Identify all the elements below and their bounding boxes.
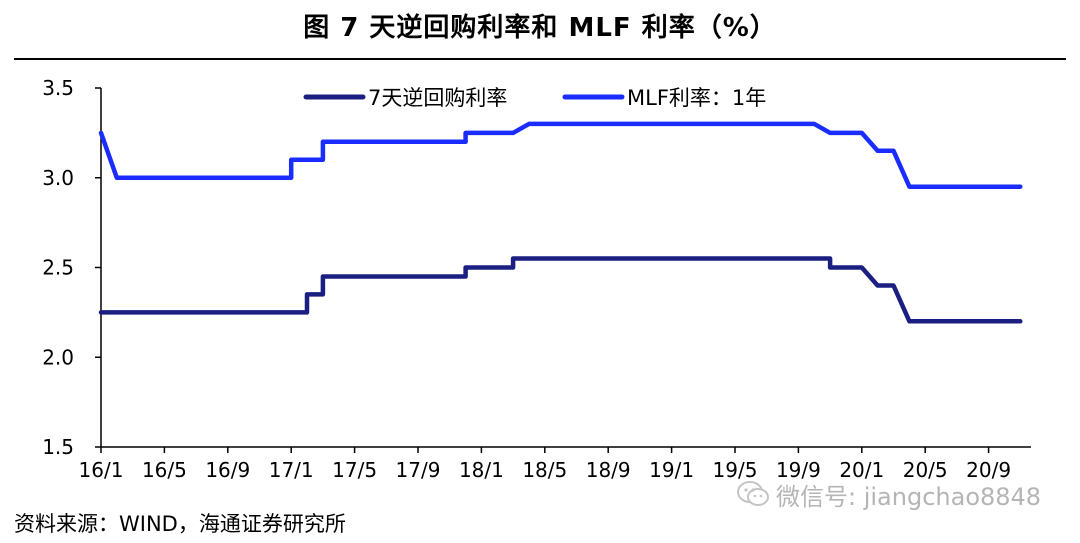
x-tick-label: 19/1 [649, 458, 694, 482]
chart-title: 图 7 天逆回购利率和 MLF 利率（%） [303, 13, 777, 43]
x-tick-label: 20/9 [966, 458, 1011, 482]
y-tick-label: 2.5 [42, 256, 74, 280]
x-tick-label: 19/9 [776, 458, 821, 482]
x-tick-label: 17/5 [332, 458, 377, 482]
x-tick-label: 18/5 [522, 458, 567, 482]
title-divider [14, 58, 1066, 60]
y-tick-label: 2.0 [42, 345, 74, 369]
x-tick-label: 17/9 [396, 458, 441, 482]
x-tick-label: 18/9 [586, 458, 631, 482]
series-line-2 [98, 121, 1023, 189]
y-tick-label: 3.5 [42, 76, 74, 100]
series-lines [98, 121, 1023, 324]
x-tick-label: 18/1 [459, 458, 504, 482]
watermark-text: 微信号: jiangchao8848 [776, 482, 1042, 511]
watermark: 微信号: jiangchao8848 [736, 474, 1041, 514]
x-tick-label: 20/1 [839, 458, 884, 482]
y-tick-label: 1.5 [42, 435, 74, 459]
source-note: 资料来源：WIND，海通证券研究所 [14, 512, 346, 536]
y-tick-label: 3.0 [42, 166, 74, 190]
x-tick-label: 20/5 [903, 458, 948, 482]
x-tick-label: 16/9 [205, 458, 250, 482]
axes: 3.5 3.0 2.5 2.0 1.516/1 16/5 16/9 17/1 17/5 17/9 1… [42, 76, 1031, 482]
legend-label-2: MLF利率：1年 [627, 86, 766, 110]
series-line-1 [98, 256, 1023, 324]
wechat-icon [737, 481, 769, 506]
x-tick-label: 17/1 [269, 458, 314, 482]
legend-label-1: 7天逆回购利率 [368, 86, 507, 110]
x-tick-label: 16/1 [79, 458, 124, 482]
legend: 7天逆回购利率 MLF利率：1年 [303, 86, 766, 110]
x-tick-label: 16/5 [142, 458, 187, 482]
x-tick-label: 19/5 [713, 458, 758, 482]
